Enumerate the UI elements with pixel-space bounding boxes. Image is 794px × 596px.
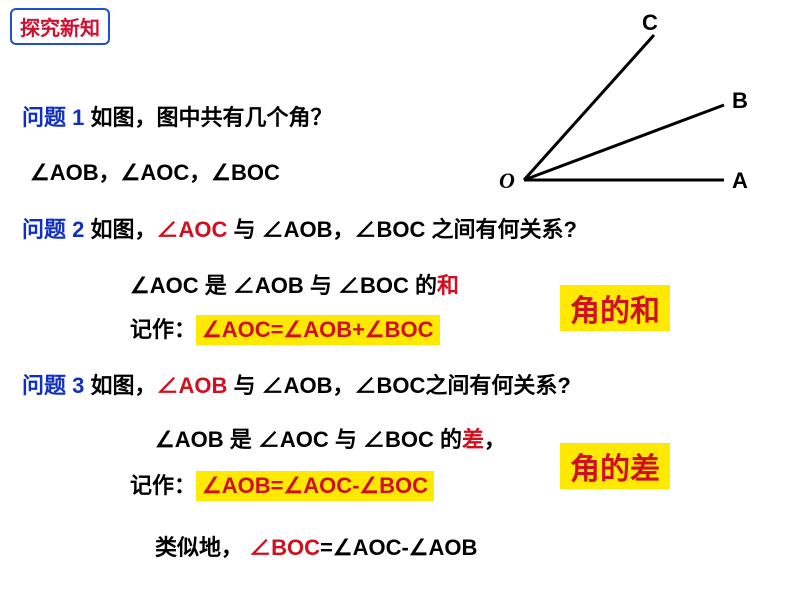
q2-formula-row: 记作：∠AOC=∠AOB+∠BOC: [130, 312, 440, 345]
q2-t1: 如图，: [84, 217, 156, 242]
label-O: O: [499, 168, 515, 194]
q2-t2: 与 ∠AOB，∠BOC 之间有何关系?: [227, 217, 577, 242]
q2-ans1: ∠AOC 是 ∠AOB 与 ∠BOC 的和: [130, 268, 459, 300]
similarly: 类似地， ∠BOC=∠AOC-∠AOB: [155, 530, 477, 562]
q3-red: ∠AOB: [156, 373, 227, 398]
q3-t1: 如图，: [84, 373, 156, 398]
sim-a: 类似地，: [155, 535, 249, 560]
q3: 问题 3 如图，∠AOB 与 ∠AOB，∠BOC之间有何关系?: [22, 368, 571, 400]
sim-b: ∠BOC: [249, 535, 320, 560]
diff-label: 角的差: [560, 443, 670, 489]
q1-label: 问题 1: [22, 105, 84, 130]
q2-red: ∠AOC: [156, 217, 227, 242]
sum-label: 角的和: [560, 285, 670, 331]
q3-ans1b: 差: [462, 427, 484, 452]
q3-ans1a: ∠AOB 是 ∠AOC 与 ∠BOC 的: [155, 427, 462, 452]
label-B: B: [732, 88, 748, 114]
q2: 问题 2 如图，∠AOC 与 ∠AOB，∠BOC 之间有何关系?: [22, 212, 577, 244]
q3-formula: ∠AOB=∠AOC-∠BOC: [196, 471, 434, 501]
q3-formula-row: 记作：∠AOB=∠AOC-∠BOC: [130, 468, 434, 501]
q3-jz: 记作：: [130, 473, 196, 498]
q3-ans1c: ，: [484, 427, 506, 452]
q2-label: 问题 2: [22, 217, 84, 242]
sim-c: =∠AOC-∠AOB: [320, 535, 477, 560]
angle-diagram: O A B C: [504, 20, 764, 210]
q2-ans1a: ∠AOC 是 ∠AOB 与 ∠BOC 的: [130, 273, 437, 298]
angle-svg: [504, 20, 764, 210]
q2-formula: ∠AOC=∠AOB+∠BOC: [196, 315, 440, 345]
q3-label: 问题 3: [22, 373, 84, 398]
q1-answer: ∠AOB，∠AOC，∠BOC: [30, 155, 280, 187]
q3-t2: 与 ∠AOB，∠BOC之间有何关系?: [227, 373, 570, 398]
section-badge: 探究新知: [10, 8, 110, 45]
q2-ans1b: 和: [437, 273, 459, 298]
q2-jz: 记作：: [130, 317, 196, 342]
q1-text: 如图，图中共有几个角？: [84, 105, 332, 130]
label-C: C: [642, 10, 658, 36]
label-A: A: [732, 168, 748, 194]
q1: 问题 1 如图，图中共有几个角？: [22, 100, 332, 132]
q3-ans1: ∠AOB 是 ∠AOC 与 ∠BOC 的差，: [155, 422, 506, 454]
